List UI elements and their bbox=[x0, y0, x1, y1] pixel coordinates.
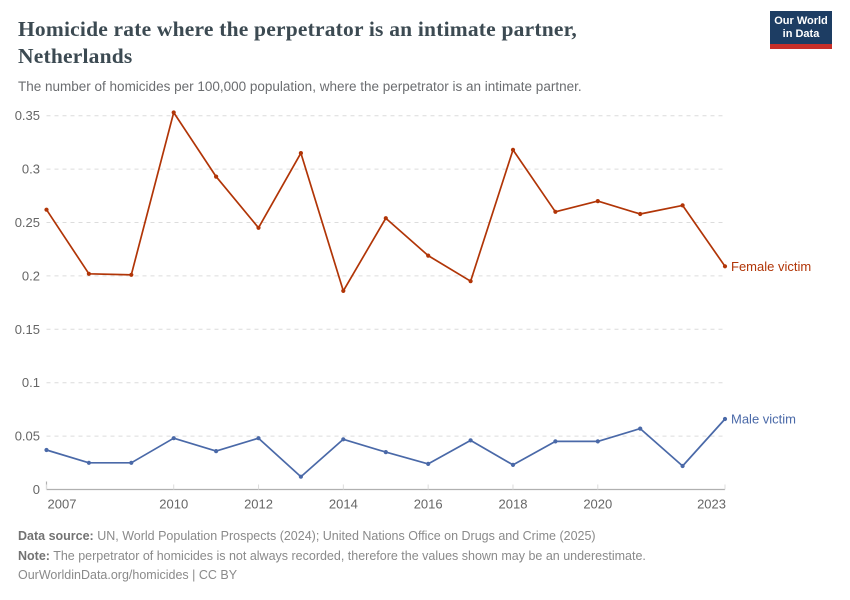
x-tick-label-2020: 2020 bbox=[583, 497, 612, 512]
note-text: The perpetrator of homicides is not alwa… bbox=[49, 548, 646, 563]
data-point-female-victim-2021[interactable] bbox=[638, 211, 643, 217]
data-point-female-victim-2017[interactable] bbox=[468, 279, 473, 284]
x-tick-label-2007: 2007 bbox=[48, 497, 77, 512]
data-point-female-victim-2016[interactable] bbox=[426, 253, 431, 258]
title-line-2: Netherlands bbox=[18, 44, 133, 68]
y-tick-label-0: 0 bbox=[33, 482, 40, 497]
series-label-male-victim[interactable]: Male victim bbox=[731, 412, 796, 427]
y-tick-label-0.2: 0.2 bbox=[22, 268, 40, 283]
data-point-female-victim-2014[interactable] bbox=[341, 288, 346, 293]
y-tick-label-0.05: 0.05 bbox=[15, 429, 40, 444]
data-point-female-victim-2015[interactable] bbox=[383, 216, 388, 221]
x-tick-label-2018: 2018 bbox=[499, 497, 528, 512]
x-tick-label-2014: 2014 bbox=[329, 497, 358, 512]
x-tick-label-2023: 2023 bbox=[697, 497, 726, 512]
data-point-male-victim-2016[interactable] bbox=[426, 461, 431, 466]
series-line-female-victim[interactable] bbox=[45, 111, 726, 292]
data-point-male-victim-2008[interactable] bbox=[86, 460, 91, 465]
data-source-line: Data source: UN, World Population Prospe… bbox=[18, 527, 828, 547]
data-point-male-victim-2021[interactable] bbox=[638, 426, 643, 431]
data-point-female-victim-2009[interactable] bbox=[129, 272, 134, 277]
data-point-female-victim-2018[interactable] bbox=[510, 147, 516, 152]
x-tick-label-2016: 2016 bbox=[414, 497, 443, 512]
owid-logo[interactable]: Our World in Data bbox=[770, 11, 832, 49]
data-point-female-victim-2010[interactable] bbox=[171, 110, 176, 115]
data-point-female-victim-2013[interactable] bbox=[298, 151, 303, 156]
data-point-female-victim-2023[interactable] bbox=[722, 264, 728, 269]
data-point-male-victim-2009[interactable] bbox=[129, 460, 134, 465]
page-title: Homicide rate where the perpetrator is a… bbox=[18, 16, 753, 70]
data-source-label: Data source: bbox=[18, 529, 94, 543]
data-point-female-victim-2008[interactable] bbox=[86, 271, 91, 276]
data-point-male-victim-2019[interactable] bbox=[553, 439, 558, 444]
data-point-female-victim-2019[interactable] bbox=[553, 209, 558, 214]
citation-link[interactable]: OurWorldinData.org/homicides | CC BY bbox=[18, 568, 238, 582]
data-point-male-victim-2007[interactable] bbox=[44, 447, 49, 453]
y-tick-label-0.25: 0.25 bbox=[15, 215, 40, 230]
data-point-male-victim-2017[interactable] bbox=[468, 438, 473, 443]
series-line-male-victim[interactable] bbox=[45, 418, 726, 478]
x-tick-label-2010: 2010 bbox=[159, 497, 188, 512]
data-point-male-victim-2013[interactable] bbox=[298, 474, 303, 479]
data-point-male-victim-2022[interactable] bbox=[680, 463, 685, 469]
data-point-female-victim-2022[interactable] bbox=[680, 203, 685, 208]
data-point-male-victim-2010[interactable] bbox=[171, 436, 176, 441]
data-source-text: UN, World Population Prospects (2024); U… bbox=[93, 529, 596, 543]
note-line: Note: The perpetrator of homicides is no… bbox=[18, 547, 828, 567]
data-point-male-victim-2020[interactable] bbox=[595, 439, 600, 444]
chart-footer: Data source: UN, World Population Prospe… bbox=[18, 527, 828, 586]
title-line-1: Homicide rate where the perpetrator is a… bbox=[18, 17, 577, 41]
owid-logo-line-1: Our World bbox=[774, 14, 828, 27]
data-point-female-victim-2020[interactable] bbox=[595, 199, 600, 204]
y-tick-label-0.15: 0.15 bbox=[15, 322, 40, 337]
data-point-female-victim-2007[interactable] bbox=[44, 207, 49, 212]
y-tick-label-0.35: 0.35 bbox=[15, 108, 40, 123]
data-point-female-victim-2011[interactable] bbox=[214, 174, 219, 179]
y-tick-label-0.1: 0.1 bbox=[22, 375, 40, 390]
data-point-male-victim-2012[interactable] bbox=[256, 436, 261, 441]
data-point-male-victim-2018[interactable] bbox=[510, 462, 516, 467]
note-label: Note: bbox=[18, 548, 50, 563]
chart-header: Homicide rate where the perpetrator is a… bbox=[18, 16, 753, 95]
data-point-female-victim-2012[interactable] bbox=[256, 225, 261, 230]
data-point-male-victim-2023[interactable] bbox=[722, 416, 728, 422]
data-point-male-victim-2014[interactable] bbox=[341, 437, 346, 442]
data-point-male-victim-2011[interactable] bbox=[214, 449, 219, 454]
chart-subtitle: The number of homicides per 100,000 popu… bbox=[18, 79, 582, 94]
data-point-male-victim-2015[interactable] bbox=[383, 450, 388, 455]
y-tick-label-0.3: 0.3 bbox=[22, 162, 40, 177]
x-tick-label-2012: 2012 bbox=[244, 497, 273, 512]
owid-logo-line-2: in Data bbox=[782, 27, 820, 40]
series-label-female-victim[interactable]: Female victim bbox=[731, 259, 811, 274]
